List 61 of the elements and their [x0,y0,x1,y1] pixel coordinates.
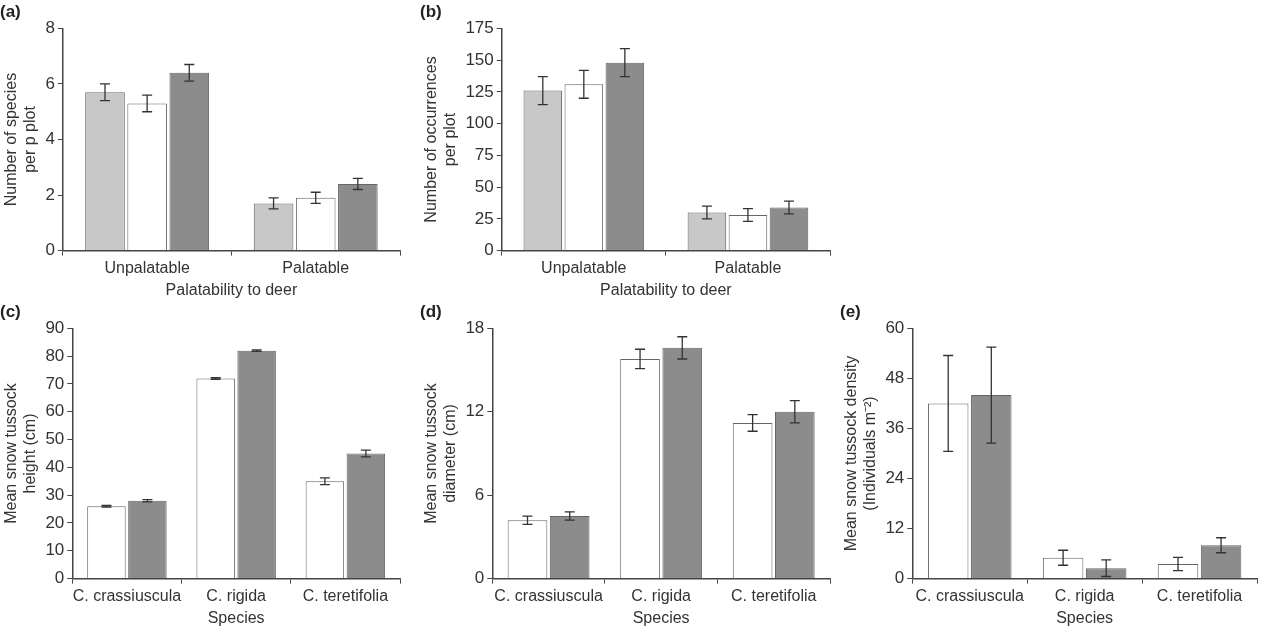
x-axis-title: Species [207,608,265,626]
y-tick-label: 48 [885,368,905,388]
y-tick-label: 50 [45,429,65,449]
x-tick-label: C. teretifolia [1156,586,1243,604]
y-tick-label: 40 [45,457,65,477]
y-tick-label: 12 [465,401,485,421]
x-axis-title: Species [632,608,690,626]
x-tick-label: C. crassiuscula [72,586,182,604]
y-axis-title: Mean snow tussock density (Individuals m⁻²) [842,355,879,552]
y-tick-label: 50 [474,176,494,196]
y-tick-label: 60 [885,318,905,338]
x-tick-label: Palatable [714,258,782,276]
x-axis-title: Palatability to deer [165,280,298,298]
y-tick-label: 60 [45,401,65,421]
y-axis-title: Mean snow tussock diameter (cm) [422,382,459,524]
chart-title: (a) [0,1,21,21]
y-tick-label: 0 [45,240,55,260]
x-tick-label: C. rigida [631,586,692,604]
y-axis-title: Mean snow tussock height (cm) [2,382,39,524]
y-tick-label: 175 [465,18,494,38]
x-tick-label: Palatable [282,258,350,276]
y-tick-label: 12 [885,518,905,538]
y-tick-label: 90 [45,318,65,338]
y-tick-label: 10 [45,540,65,560]
chart-title: (d) [420,301,442,321]
y-tick-label: 70 [45,373,65,393]
chart-title: (c) [0,301,21,321]
x-tick-label: Unpalatable [541,258,627,276]
y-tick-label: 8 [45,18,55,38]
y-tick-label: 6 [474,484,485,504]
chart-title: (b) [420,1,442,21]
y-tick-label: 0 [484,240,494,260]
x-tick-label: C. teretifolia [302,586,389,604]
y-tick-label: 0 [54,568,65,588]
y-tick-label: 6 [45,73,55,93]
y-tick-label: 18 [465,318,485,338]
y-tick-label: 125 [465,81,494,101]
y-tick-label: 25 [474,208,494,228]
x-tick-label: C. teretifolia [731,586,817,604]
y-tick-label: 36 [885,418,905,438]
y-axis-title: Number of occurrences per plot [422,56,459,223]
x-tick-label: C. crassiuscula [494,586,603,604]
x-tick-label: C. rigida [206,586,267,604]
y-tick-label: 0 [894,568,905,588]
y-tick-label: 2 [45,184,55,204]
y-tick-label: 100 [465,113,494,133]
x-axis-title: Species [1056,608,1114,626]
x-axis-title: Palatability to deer [600,280,733,298]
y-tick-label: 0 [474,568,485,588]
x-tick-label: C. crassiuscula [915,586,1025,604]
y-tick-label: 30 [45,484,65,504]
x-tick-label: C. rigida [1054,586,1115,604]
y-tick-label: 75 [474,145,494,165]
y-tick-label: 24 [885,468,905,488]
y-tick-label: 80 [45,345,65,365]
y-tick-label: 20 [45,512,65,532]
y-tick-label: 4 [45,129,55,149]
chart-title: (e) [840,301,861,321]
y-tick-label: 150 [465,49,494,69]
y-axis-title: Number of species per p plot [2,72,39,207]
x-tick-label: Unpalatable [104,258,190,276]
